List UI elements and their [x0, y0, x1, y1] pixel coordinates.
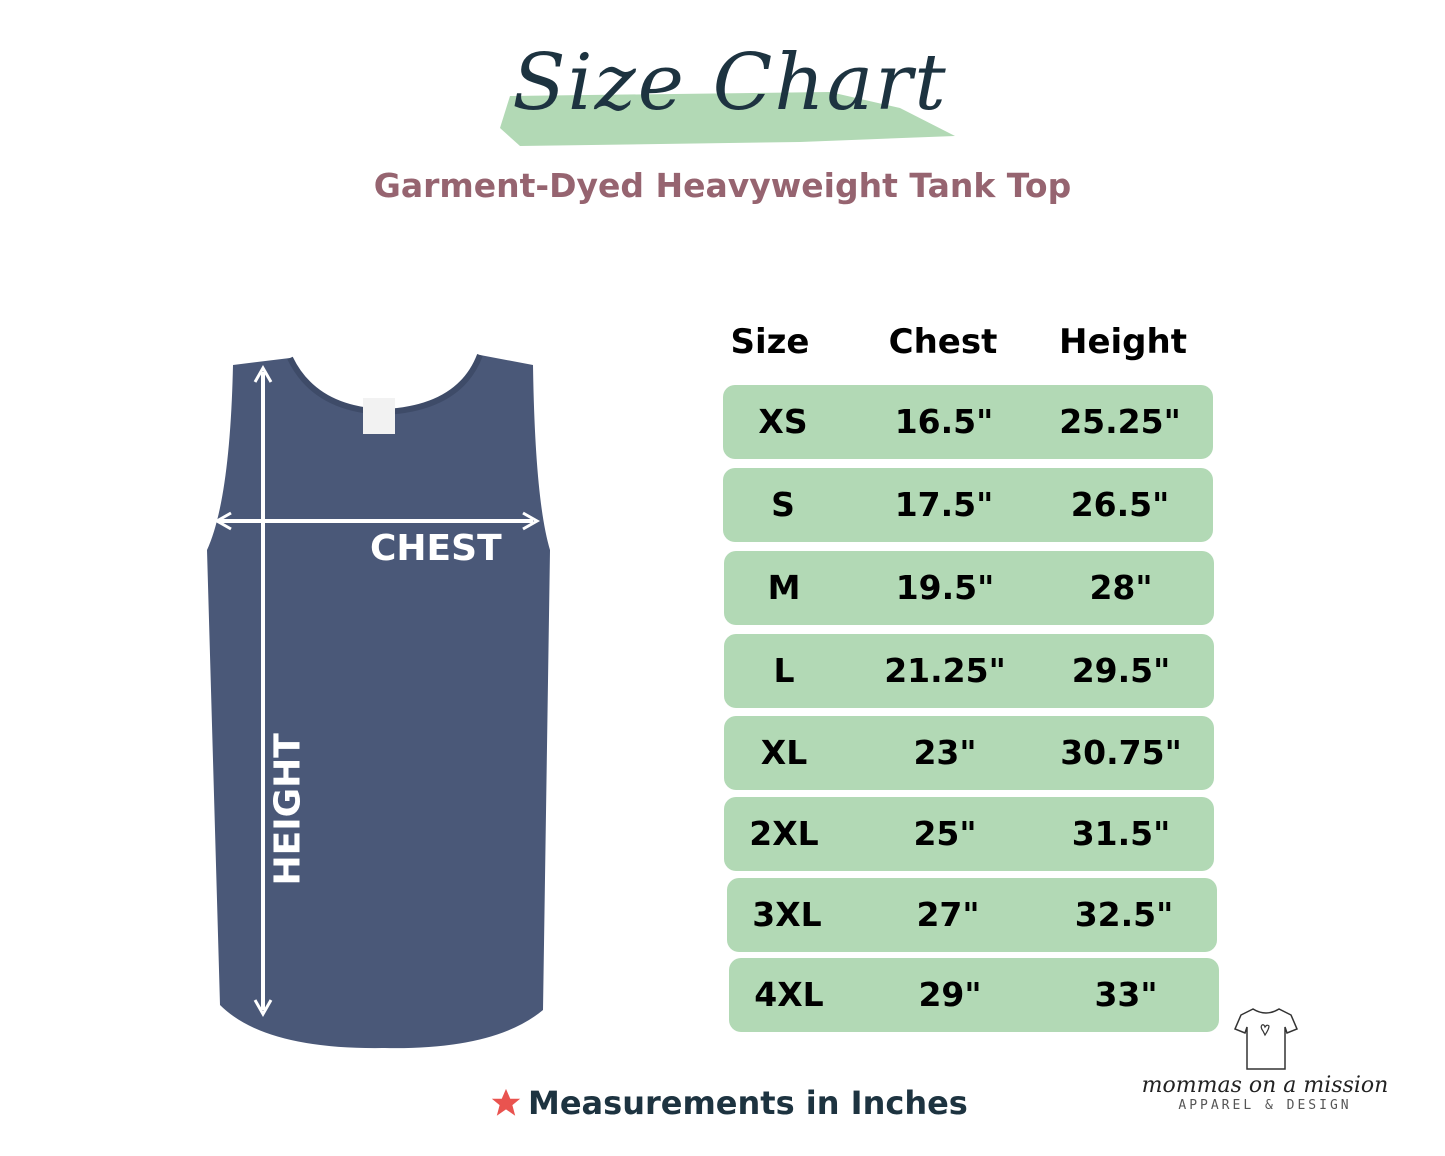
column-header-size: Size	[730, 322, 810, 362]
size-cell: XL	[760, 733, 808, 772]
size-cell: 4XL	[754, 975, 824, 1014]
table-row: XL 23" 30.75"	[724, 716, 1214, 790]
height-label: HEIGHT	[267, 733, 309, 886]
star-icon	[491, 1088, 521, 1116]
height-cell: 33"	[1094, 975, 1158, 1014]
table-row: S 17.5" 26.5"	[723, 468, 1213, 542]
size-cell: M	[767, 568, 801, 607]
size-cell: L	[773, 651, 795, 690]
brand-tagline: APPAREL & DESIGN	[1178, 1098, 1352, 1113]
brand-name: mommas on a mission	[1141, 1073, 1389, 1098]
size-cell: 3XL	[752, 895, 822, 934]
chest-cell: 23"	[913, 733, 977, 772]
chest-cell: 16.5"	[894, 402, 994, 441]
size-cell: S	[771, 485, 795, 524]
height-label-wrapper: HEIGHT	[267, 730, 309, 890]
brand-logo: mommas on a mission APPAREL & DESIGN	[1115, 1005, 1415, 1135]
chest-cell: 27"	[916, 895, 980, 934]
page-subtitle: Garment-Dyed Heavyweight Tank Top	[373, 166, 1072, 205]
table-row: L 21.25" 29.5"	[724, 634, 1214, 708]
table-row: XS 16.5" 25.25"	[723, 385, 1213, 459]
table-row: 2XL 25" 31.5"	[724, 797, 1214, 871]
brush-stroke-decoration	[500, 92, 955, 146]
size-cell: 2XL	[749, 814, 819, 853]
height-cell: 26.5"	[1070, 485, 1170, 524]
size-cell: XS	[758, 402, 808, 441]
table-row: 3XL 27" 32.5"	[727, 878, 1217, 952]
height-cell: 32.5"	[1074, 895, 1174, 934]
height-cell: 28"	[1089, 568, 1153, 607]
measurement-note-text: Measurements in Inches	[528, 1084, 968, 1122]
chest-cell: 25"	[913, 814, 977, 853]
chest-cell: 21.25"	[884, 651, 1006, 690]
tshirt-heart-icon	[1234, 1008, 1298, 1070]
table-row: 4XL 29" 33"	[729, 958, 1219, 1032]
chest-cell: 19.5"	[895, 568, 995, 607]
page-title: Size Chart	[512, 38, 948, 128]
measurement-note: Measurements in Inches	[488, 1084, 968, 1122]
column-header-chest: Chest	[888, 322, 998, 362]
tank-top-image	[207, 353, 550, 1049]
height-cell: 25.25"	[1059, 402, 1181, 441]
chest-label: CHEST	[370, 528, 502, 569]
height-cell: 31.5"	[1071, 814, 1171, 853]
height-cell: 29.5"	[1071, 651, 1171, 690]
chest-cell: 29"	[918, 975, 982, 1014]
table-row: M 19.5" 28"	[724, 551, 1214, 625]
chest-cell: 17.5"	[894, 485, 994, 524]
column-header-height: Height	[1059, 322, 1187, 362]
height-cell: 30.75"	[1060, 733, 1182, 772]
